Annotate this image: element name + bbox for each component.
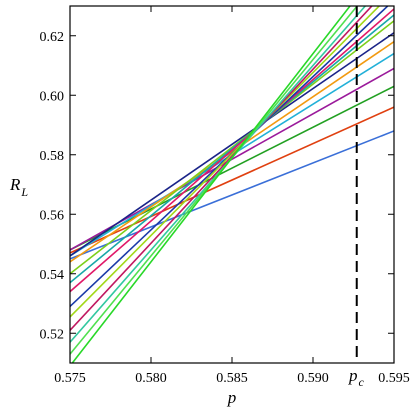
y-tick-label: 0.54 [40,268,65,283]
series-line-12 [70,6,381,318]
series-line-2 [70,106,394,254]
series-line-7 [70,32,394,257]
y-axis-title: RL [9,175,28,199]
x-tick-label: 0.580 [135,371,167,386]
series-line-10 [70,8,394,293]
critical-point-label-sub: c [359,375,365,389]
series-line-8 [70,20,394,275]
series-line-15 [70,6,359,355]
y-tick-label: 0.56 [40,208,65,223]
series-line-9 [70,14,394,284]
critical-point-label-main: p [348,366,358,385]
series-line-4 [70,67,394,251]
series-line-16 [71,6,352,363]
x-tick-label: 0.590 [297,371,329,386]
critical-point-label: pc [348,366,365,389]
y-tick-label: 0.52 [40,327,65,342]
y-axis-title-main: R [9,175,21,194]
x-axis-title: p [227,388,237,407]
y-tick-label: 0.60 [40,89,65,104]
x-tick-label: 0.585 [216,371,248,386]
y-tick-label: 0.62 [40,30,65,45]
x-tick-label: 0.575 [54,371,86,386]
tick-layer: 0.575 0.580 0.585 0.590 0.595 0.52 0.54 0.56 0.5… [40,6,410,386]
y-axis-title-sub: L [20,185,28,199]
series-line-6 [70,41,394,263]
x-tick-label: 0.595 [378,371,410,386]
series-line-13 [70,6,373,331]
y-tick-label: 0.58 [40,149,65,164]
series-layer [70,6,394,363]
